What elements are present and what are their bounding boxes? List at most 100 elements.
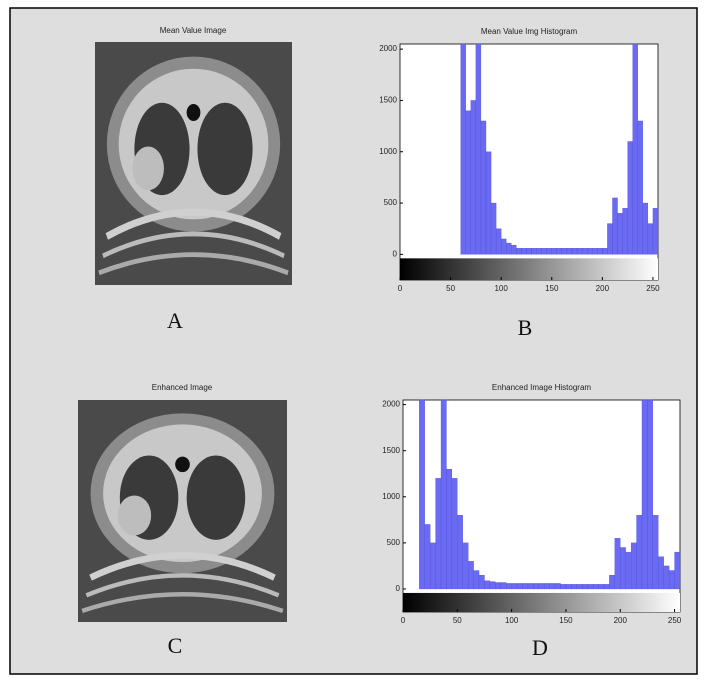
bar: [484, 580, 491, 590]
bar: [521, 248, 527, 255]
bar: [424, 524, 431, 590]
x-tick-label: 150: [545, 284, 559, 293]
bar: [435, 478, 442, 590]
x-tick-label: 150: [559, 616, 573, 625]
bar: [560, 584, 567, 590]
x-tick-label: 0: [401, 616, 406, 625]
y-tick-label: 0: [393, 249, 398, 258]
bar: [607, 223, 613, 255]
bar: [647, 399, 653, 590]
bar: [647, 223, 654, 255]
bar: [533, 583, 539, 590]
bar: [561, 248, 568, 255]
y-tick-label: 1000: [379, 147, 397, 156]
image-title: Enhanced Image: [152, 383, 213, 392]
bar: [652, 208, 659, 255]
x-tick-label: 200: [596, 284, 610, 293]
panel-label: D: [532, 635, 548, 660]
x-tick-label: 250: [668, 616, 682, 625]
bar: [511, 583, 518, 590]
bar: [592, 584, 599, 590]
bar: [516, 583, 523, 590]
bar: [536, 248, 542, 255]
bar: [641, 399, 648, 590]
bar: [506, 242, 512, 255]
x-tick-label: 50: [453, 616, 462, 625]
bar: [501, 238, 507, 255]
bar: [652, 515, 659, 590]
bar: [576, 584, 583, 590]
bar: [636, 515, 643, 590]
panel-label: A: [167, 308, 183, 333]
ct-image: [95, 42, 292, 285]
bar: [630, 542, 637, 590]
bar: [551, 248, 557, 255]
bar: [576, 248, 583, 255]
bar: [598, 584, 605, 590]
panel-label: C: [168, 633, 183, 658]
bar: [430, 542, 436, 590]
bar: [475, 43, 482, 255]
bar: [565, 584, 572, 590]
y-tick-label: 2000: [382, 400, 400, 409]
bar: [603, 584, 610, 590]
y-tick-label: 500: [384, 198, 398, 207]
bar: [609, 574, 615, 590]
bar: [462, 542, 469, 590]
bar: [592, 248, 598, 255]
ct-image: [78, 400, 287, 622]
bar: [516, 248, 522, 255]
bar: [602, 248, 608, 255]
bar: [440, 399, 447, 590]
bar: [419, 399, 425, 590]
bar: [541, 248, 547, 255]
bar: [566, 248, 573, 255]
bar: [663, 565, 670, 590]
bar: [581, 248, 588, 255]
colorbar: [400, 258, 658, 280]
bar: [485, 151, 492, 255]
bar: [554, 583, 561, 590]
colorbar: [403, 592, 680, 612]
y-tick-label: 500: [387, 538, 401, 547]
x-tick-label: 250: [646, 284, 660, 293]
bar: [480, 120, 487, 255]
y-tick-label: 1500: [382, 446, 400, 455]
bar: [625, 551, 632, 590]
x-tick-label: 100: [494, 284, 508, 293]
bar: [668, 570, 675, 590]
bar: [674, 551, 681, 590]
bar: [460, 43, 466, 255]
bar: [597, 248, 603, 255]
bar: [556, 248, 563, 255]
bar: [495, 228, 502, 255]
bar: [478, 574, 485, 590]
bar: [457, 515, 463, 590]
y-tick-label: 1500: [379, 96, 397, 105]
chart-title: Mean Value Img Histogram: [481, 27, 578, 36]
bar: [627, 141, 633, 255]
y-tick-label: 0: [396, 584, 401, 593]
bar: [587, 248, 593, 255]
bar: [495, 582, 501, 590]
bar: [614, 538, 621, 590]
bar: [642, 202, 649, 255]
bar: [473, 570, 480, 590]
bar: [622, 208, 628, 255]
x-tick-label: 200: [614, 616, 628, 625]
bar: [446, 468, 453, 590]
bar: [526, 248, 532, 255]
bar: [544, 583, 550, 590]
bar: [549, 583, 556, 590]
chart-title: Enhanced Image Histogram: [492, 383, 592, 392]
bar: [468, 561, 474, 590]
panel-label: B: [518, 315, 533, 340]
bar: [511, 244, 517, 255]
x-tick-label: 0: [398, 284, 403, 293]
bar: [500, 582, 507, 590]
bar: [637, 120, 643, 255]
x-tick-label: 50: [446, 284, 455, 293]
bar: [546, 248, 552, 255]
bar: [470, 100, 477, 255]
